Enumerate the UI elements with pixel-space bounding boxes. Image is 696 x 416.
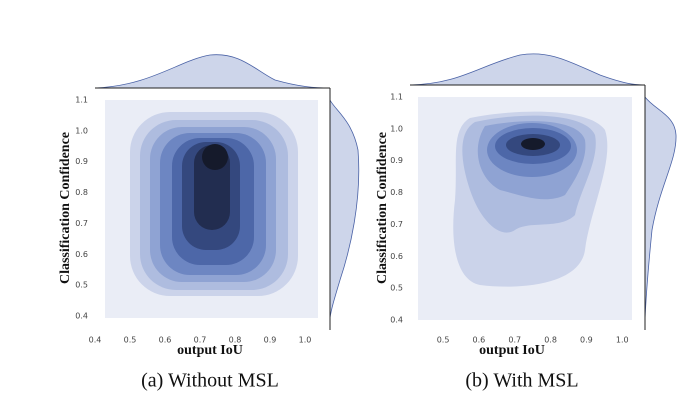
right-marginal: [644, 95, 677, 321]
top-marginal: [409, 53, 646, 86]
y-tick-label: 0.4: [390, 316, 403, 325]
y-tick-label: 0.6: [75, 250, 88, 259]
y-axis-label: Classification Confidence: [58, 132, 73, 284]
y-tick-label: 1.1: [390, 93, 403, 102]
caption: (b) With MSL: [465, 370, 578, 392]
y-tick-label: 0.7: [390, 220, 403, 229]
panel-b: [409, 53, 677, 330]
x-tick-label: 0.8: [229, 336, 242, 345]
x-tick-label: 0.5: [437, 336, 450, 345]
y-tick-label: 0.6: [390, 252, 403, 261]
x-tick-label: 0.9: [264, 336, 277, 345]
x-tick-label: 1.0: [616, 336, 629, 345]
y-tick-label: 0.8: [390, 188, 403, 197]
density-peak: [521, 138, 545, 150]
x-tick-label: 0.6: [473, 336, 486, 345]
y-tick-label: 0.5: [390, 284, 403, 293]
x-tick-label: 0.9: [580, 336, 593, 345]
x-tick-label: 0.4: [89, 336, 102, 345]
x-axis-label: output IoU: [479, 343, 545, 358]
x-tick-label: 0.5: [124, 336, 137, 345]
top-marginal: [94, 54, 331, 89]
panel-a: [94, 54, 360, 330]
y-axis-label: Classification Confidence: [375, 132, 390, 284]
x-axis-label: output IoU: [177, 343, 243, 358]
y-tick-label: 0.4: [75, 312, 88, 321]
y-tick-label: 1.1: [75, 96, 88, 105]
y-tick-label: 1.0: [390, 124, 403, 133]
x-tick-label: 0.6: [159, 336, 172, 345]
density-peak: [202, 144, 228, 170]
right-marginal: [329, 99, 360, 319]
x-tick-label: 0.8: [544, 336, 557, 345]
y-tick-label: 0.9: [75, 157, 88, 166]
x-tick-label: 0.7: [194, 336, 207, 345]
y-tick-label: 0.8: [75, 188, 88, 197]
y-tick-label: 0.5: [75, 281, 88, 290]
caption: (a) Without MSL: [141, 370, 279, 392]
y-tick-label: 1.0: [75, 126, 88, 135]
x-tick-label: 1.0: [299, 336, 312, 345]
y-tick-label: 0.9: [390, 156, 403, 165]
y-tick-label: 0.7: [75, 219, 88, 228]
x-tick-label: 0.7: [508, 336, 521, 345]
